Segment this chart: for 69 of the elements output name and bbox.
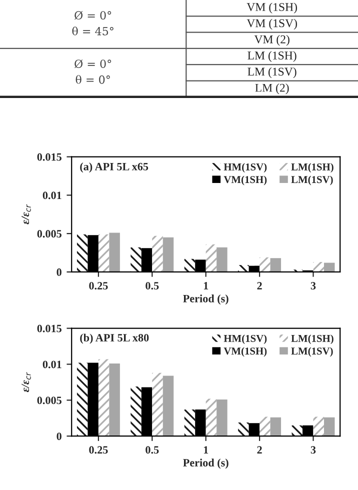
y-tick-label: 0 [56, 268, 62, 276]
y-tick-label: 0.005 [37, 230, 62, 238]
legend-label: LM(1SV) [291, 176, 333, 186]
legend-label: LM(1SH) [291, 334, 334, 344]
bar [206, 244, 217, 272]
x-tick-label: 0.5 [146, 446, 159, 454]
bar [270, 258, 282, 272]
x-tick-label: 0.25 [89, 282, 108, 290]
y-axis-title: ε/ε$_{cr}$ [22, 372, 31, 392]
legend-label: VM(1SH) [224, 347, 267, 357]
x-tick-label: 2 [257, 446, 262, 454]
y-tick-label: 0 [56, 432, 62, 440]
bar [270, 417, 282, 436]
bar [152, 236, 163, 272]
bar [260, 416, 270, 436]
x-tick-label: 1 [204, 282, 208, 290]
bar [216, 399, 228, 436]
bar [313, 262, 324, 272]
legend-label: LM(1SH) [291, 163, 334, 173]
bar [109, 232, 120, 272]
y-tick-label: 0.015 [37, 153, 62, 161]
text: Ø = 0° θ = 45° [72, 10, 114, 36]
chart-title: (a) API 5L x65 [80, 162, 148, 173]
y-tick-label: 0.005 [37, 396, 62, 404]
bar [76, 362, 88, 436]
x-tick-label: 0.5 [146, 282, 159, 290]
chart-title: (b) API 5L x80 [80, 334, 149, 344]
bar [206, 398, 217, 436]
bar [98, 234, 110, 272]
bar [238, 265, 249, 272]
bar [184, 410, 196, 436]
bar [162, 376, 174, 436]
y-tick-label: 0.015 [37, 324, 62, 332]
text: VM (2) [254, 35, 290, 46]
text: VM (1SV) [246, 18, 297, 30]
x-axis-title: Period (s) [183, 294, 228, 305]
bar [76, 234, 88, 272]
bar [130, 247, 142, 272]
x-tick-label: 1 [204, 446, 208, 454]
bar [324, 262, 335, 272]
x-axis-title: Period (s) [183, 458, 228, 469]
bar [292, 425, 303, 436]
bar [324, 417, 335, 436]
legend-label: HM(1SV) [224, 163, 267, 173]
bar [162, 237, 174, 272]
text: VM (1SH) [246, 2, 297, 14]
bar [313, 416, 324, 436]
bar [109, 364, 120, 436]
y-tick-label: 0.01 [42, 360, 62, 368]
y-axis-title: ε/ε$_{cr}$ [22, 204, 31, 224]
legend-label: VM(1SH) [224, 176, 267, 186]
x-tick-label: 3 [310, 446, 316, 454]
bar [238, 422, 249, 436]
bar [260, 257, 270, 272]
x-tick-label: 0.25 [89, 446, 108, 454]
bar [130, 386, 142, 436]
legend-label: HM(1SV) [224, 334, 267, 344]
bar [216, 247, 228, 272]
bar [184, 258, 196, 272]
bar [98, 359, 110, 436]
x-tick-label: 3 [310, 282, 316, 290]
text: LM (1SH) [248, 51, 296, 62]
text: LM (2) [255, 83, 289, 94]
bar [152, 372, 163, 436]
y-tick-label: 0.01 [42, 192, 62, 200]
text: Ø = 0° θ = 0° [74, 59, 112, 84]
text: LM (1SV) [248, 67, 296, 78]
legend-label: LM(1SV) [291, 347, 333, 357]
x-tick-label: 2 [257, 282, 262, 290]
